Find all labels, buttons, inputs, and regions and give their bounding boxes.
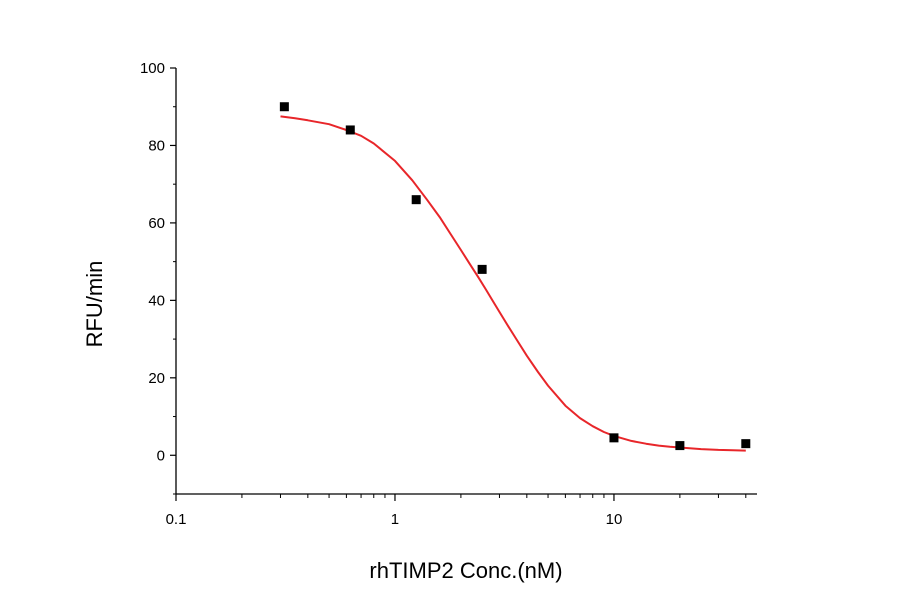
y-tick-label: 60 [148, 215, 165, 232]
y-axis-title: RFU/min [82, 261, 107, 348]
data-point [411, 195, 421, 205]
x-axis-title: rhTIMP2 Conc.(nM) [369, 558, 562, 583]
data-point [477, 264, 487, 274]
plot-area [279, 102, 751, 452]
x-tick-label: 1 [391, 511, 399, 528]
data-point [345, 125, 355, 135]
axes: 0 20 40 60 80 100 0.1 1 10 [140, 60, 757, 528]
y-tick-label: 100 [140, 60, 165, 77]
y-tick-label: 20 [148, 370, 165, 387]
x-tick-label: 0.1 [166, 511, 187, 528]
y-tick-label: 40 [148, 292, 165, 309]
data-point [279, 102, 289, 112]
x-tick-label: 10 [606, 511, 623, 528]
fit-curve [280, 115, 746, 452]
data-point [609, 433, 619, 443]
data-point [741, 439, 751, 449]
y-tick-label: 80 [148, 137, 165, 154]
data-point [675, 441, 685, 451]
y-tick-label: 0 [157, 447, 165, 464]
